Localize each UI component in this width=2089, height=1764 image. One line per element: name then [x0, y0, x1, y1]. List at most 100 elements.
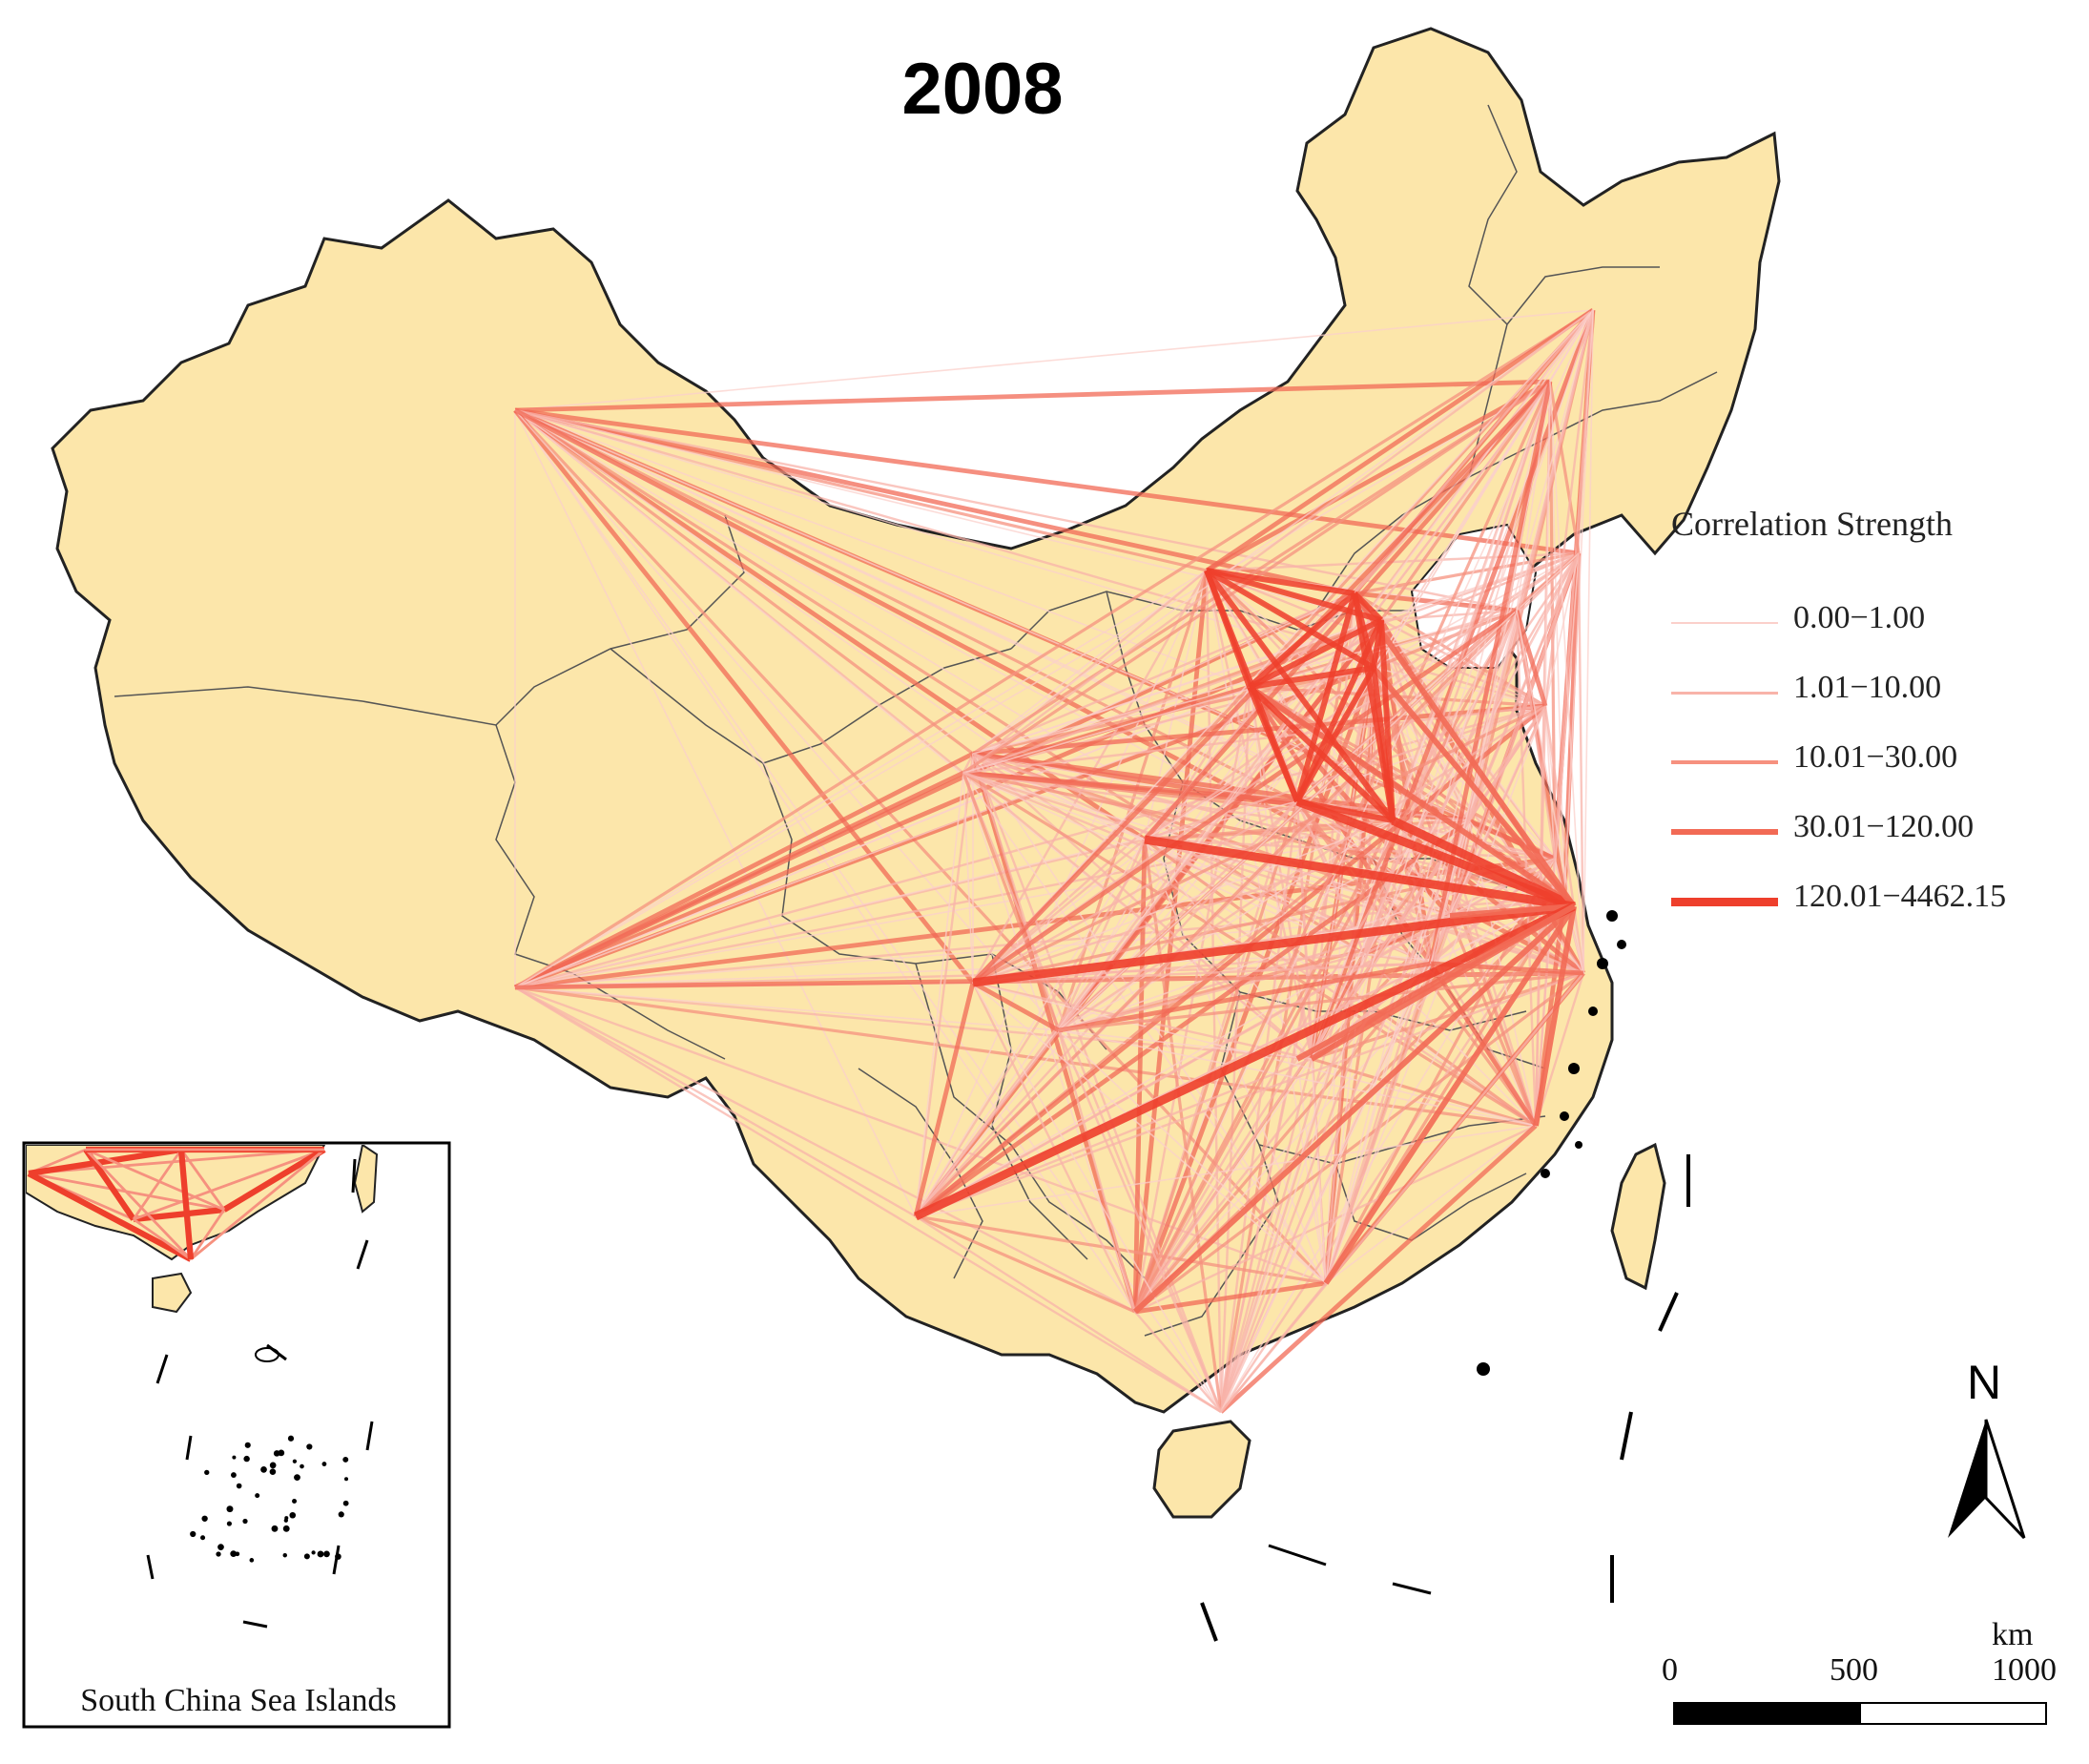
correlation-link — [1133, 610, 1519, 1313]
correlation-link — [513, 770, 965, 990]
legend-swatch — [1671, 829, 1778, 835]
correlation-link — [514, 381, 1551, 988]
correlation-link — [514, 986, 1327, 1285]
correlation-link — [1220, 705, 1546, 1413]
island-dot — [338, 1511, 344, 1518]
correlation-link — [513, 408, 1147, 841]
correlation-links — [513, 308, 1596, 1414]
legend-label: 1.01−10.00 — [1793, 670, 1942, 705]
correlation-link — [971, 609, 1519, 985]
correlation-link-strong — [1248, 617, 1383, 690]
correlation-link — [1582, 309, 1594, 974]
scale-tick-500: 500 — [1830, 1652, 1878, 1688]
correlation-link — [1134, 309, 1594, 1313]
correlation-link — [1544, 552, 1580, 707]
correlation-link — [514, 953, 1365, 988]
correlation-link-strong — [1204, 569, 1396, 822]
correlation-link — [914, 686, 1251, 1217]
map-title: 2008 — [901, 49, 1064, 130]
legend-title: Correlation Strength — [1671, 505, 1953, 543]
correlation-link-strong — [1533, 905, 1577, 1127]
island-dot — [269, 1468, 277, 1475]
correlation-link — [971, 753, 1223, 1413]
island-dot — [204, 1469, 210, 1476]
correlation-link — [1134, 1311, 1222, 1413]
correlation-link-strong — [1206, 568, 1355, 596]
island-dot — [282, 1525, 290, 1532]
correlation-link — [1205, 379, 1552, 573]
island-dot — [306, 1443, 313, 1450]
correlation-link — [1220, 963, 1432, 1413]
correlation-link — [1220, 309, 1594, 1413]
island-dot — [217, 1544, 224, 1550]
correlation-link-strong — [1247, 685, 1300, 803]
correlation-link — [514, 308, 1594, 989]
island-dot — [231, 1472, 237, 1479]
correlation-link — [972, 857, 1556, 985]
correlation-link — [1249, 551, 1580, 689]
correlation-link — [915, 1214, 1327, 1285]
island-dot — [311, 1550, 316, 1555]
correlation-link — [972, 839, 1146, 984]
inset-link — [222, 1147, 326, 1213]
correlation-link-strong — [1295, 903, 1576, 1062]
island-dot — [249, 1558, 255, 1563]
island-dot — [292, 1459, 298, 1463]
correlation-link-strong — [1205, 568, 1375, 671]
correlation-link — [915, 1125, 1537, 1217]
correlation-link — [1549, 381, 1584, 974]
correlation-link — [972, 962, 1432, 985]
inset-link — [83, 1148, 136, 1221]
correlation-link — [972, 982, 1327, 1284]
correlation-link — [972, 971, 1584, 985]
inset-link — [179, 1149, 226, 1211]
inset-link — [27, 1171, 193, 1262]
correlation-link — [1057, 1029, 1223, 1413]
correlation-link — [1373, 667, 1470, 821]
correlation-link — [1058, 820, 1470, 1031]
correlation-link — [915, 1214, 1222, 1414]
correlation-link — [1219, 1058, 1313, 1413]
island-dot — [201, 1515, 208, 1522]
correlation-link — [1578, 309, 1594, 554]
correlation-link-strong — [1449, 903, 1575, 919]
correlation-link — [962, 753, 975, 774]
correlation-link — [1534, 972, 1585, 1127]
island-dot — [243, 1455, 250, 1463]
correlation-link — [1534, 705, 1547, 1127]
correlation-link — [1354, 551, 1580, 595]
correlation-link-strong — [1248, 591, 1356, 690]
correlation-link — [972, 704, 1546, 985]
correlation-link — [513, 408, 975, 985]
correlation-link — [1205, 308, 1595, 572]
correlation-link — [1324, 963, 1433, 1284]
correlation-link-strong — [1352, 591, 1384, 623]
correlation-link — [1144, 800, 1298, 840]
correlation-link — [1144, 667, 1375, 840]
correlation-link-strong — [1371, 666, 1577, 908]
legend-swatch — [1671, 691, 1778, 695]
correlation-link — [972, 309, 1594, 755]
coastal-islands — [1200, 910, 1690, 1642]
inset-link — [133, 1148, 325, 1221]
correlation-link — [1296, 705, 1546, 802]
island-dot — [200, 1535, 206, 1541]
correlation-link — [514, 617, 1382, 990]
correlation-link — [915, 1214, 1136, 1314]
correlation-link-strong — [1247, 684, 1396, 823]
island-dot — [236, 1483, 242, 1489]
hainan-island — [1152, 1420, 1251, 1519]
island-dot — [271, 1525, 279, 1532]
correlation-link-strong — [1296, 799, 1394, 823]
correlation-link — [914, 753, 975, 1217]
island-dot — [230, 1550, 238, 1558]
island-dot — [292, 1499, 298, 1504]
correlation-link-strong — [1144, 835, 1575, 911]
south-china-sea-inset — [22, 1141, 451, 1729]
correlation-link — [1134, 1280, 1327, 1315]
island-dot — [226, 1505, 234, 1513]
correlation-link — [1058, 961, 1432, 1033]
inset-link — [133, 1217, 192, 1261]
correlation-link-strong — [1249, 665, 1375, 690]
